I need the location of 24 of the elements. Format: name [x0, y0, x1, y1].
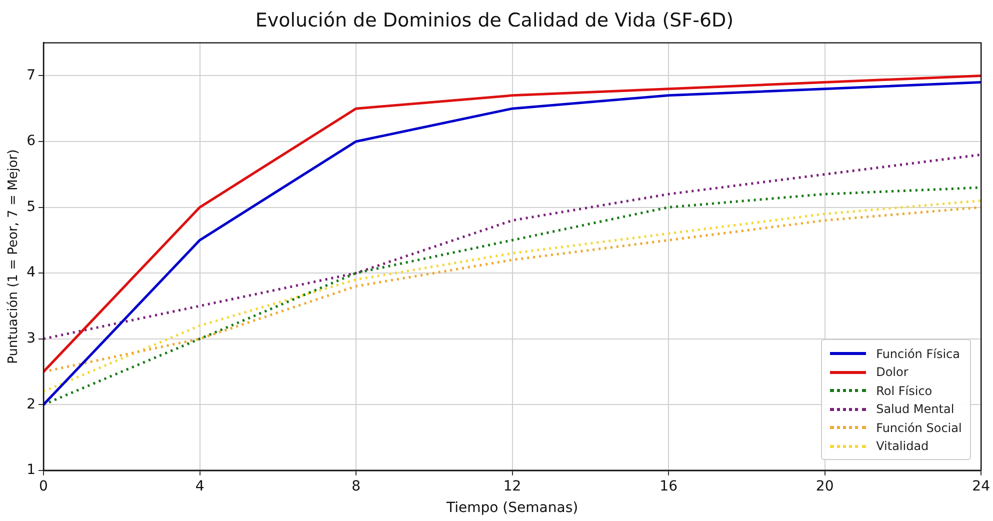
- x-tick-label: 4: [195, 478, 204, 494]
- x-axis-title: Tiempo (Semanas): [446, 500, 578, 516]
- x-tick-label: 12: [503, 478, 522, 494]
- legend-label: Rol Físico: [876, 384, 932, 398]
- y-tick-label: 7: [26, 67, 36, 84]
- x-tick-label: 8: [352, 478, 360, 494]
- y-tick-label: 2: [26, 396, 36, 412]
- legend-label: Dolor: [876, 365, 908, 380]
- x-tick-label: 20: [816, 478, 834, 494]
- legend-label: Función Física: [876, 346, 960, 361]
- y-tick-label: 6: [26, 133, 36, 150]
- legend-label: Salud Mental: [876, 402, 954, 416]
- line-series: [44, 153, 982, 340]
- x-tick-label: 24: [972, 478, 990, 494]
- legend-label: Vitalidad: [876, 439, 929, 454]
- y-axis-title: Puntuación (1 = Peor, 7 = Mejor): [6, 149, 22, 364]
- x-tick-label: 16: [660, 478, 678, 494]
- y-tick-label: 5: [26, 198, 36, 215]
- chart-title: Evolución de Dominios de Calidad de Vida (SF-6D): [255, 9, 734, 32]
- x-tick-label: 0: [39, 478, 48, 494]
- y-tick-label: 1: [26, 462, 36, 478]
- y-tick-label: 3: [26, 330, 36, 346]
- legend-label: Función Social: [876, 420, 962, 435]
- y-tick-label: 4: [26, 264, 36, 281]
